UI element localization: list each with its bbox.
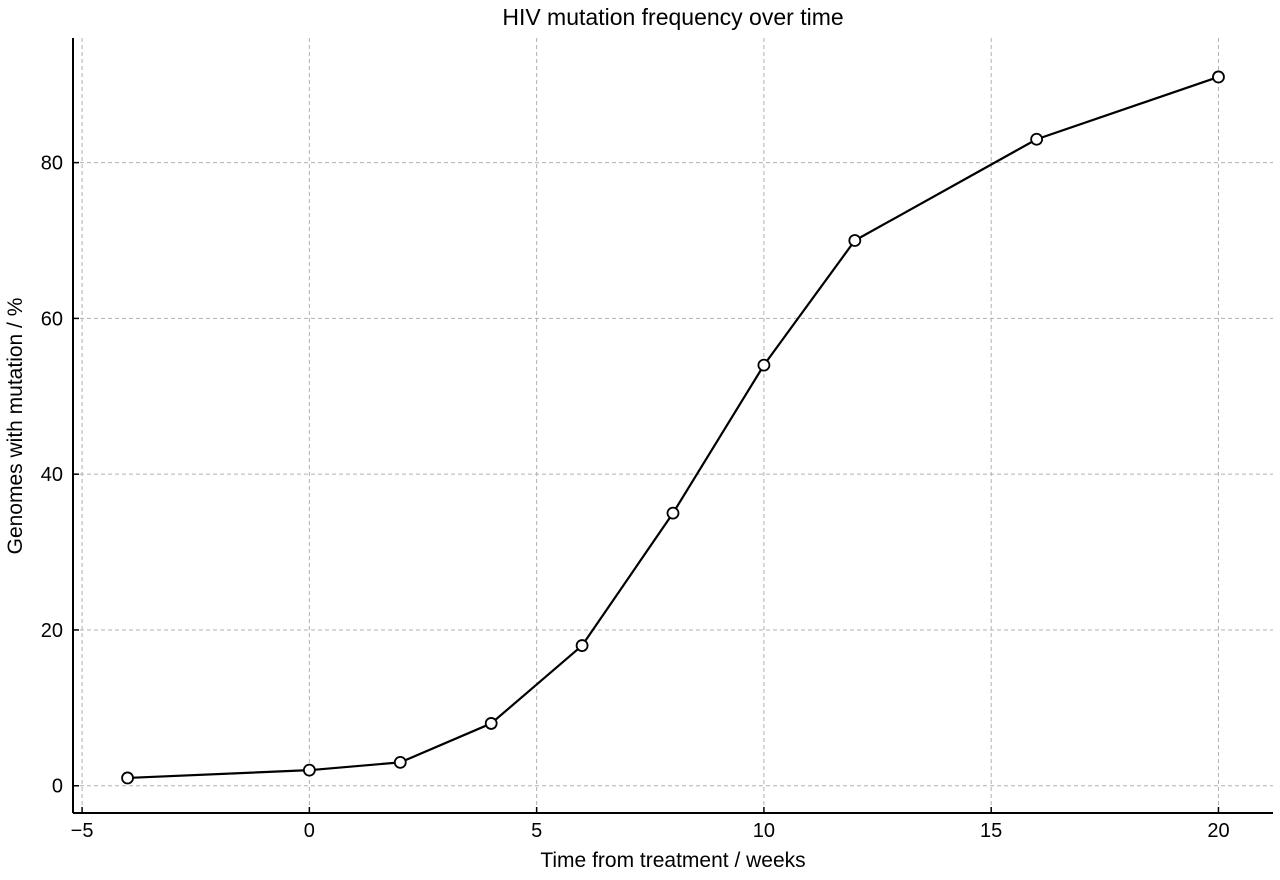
y-tick-label: 0 [52,776,63,798]
data-point [121,771,134,785]
chart-title: HIV mutation frequency over time [502,4,843,30]
grid [73,38,1273,813]
data-point [1212,70,1225,84]
y-tick-label: 60 [41,308,63,330]
axes [72,38,1273,814]
x-axis-label: Time from treatment / weeks [540,849,805,872]
x-tick-label: 20 [1207,820,1229,842]
x-tick-label: 5 [531,820,542,842]
ticks: −5 0 5 10 15 20 0 20 40 60 80 [41,153,1230,842]
data-point [575,639,589,652]
data-point [484,717,498,730]
series [121,70,1225,785]
x-tick-label: 15 [980,820,1002,842]
y-tick-label: 40 [41,464,63,486]
x-tick-label: 10 [753,820,775,842]
y-tick-label: 80 [41,153,63,175]
series-line [127,75,1219,780]
data-point [848,234,862,247]
data-point [393,755,407,769]
y-tick-label: 20 [41,620,63,642]
data-point [302,763,316,777]
x-tick-label: 0 [304,820,315,842]
data-point [1030,132,1044,146]
x-tick-label: −5 [71,820,94,842]
y-axis-label: Genomes with mutation / % [4,298,27,555]
data-point [757,358,771,372]
data-point [666,506,680,520]
